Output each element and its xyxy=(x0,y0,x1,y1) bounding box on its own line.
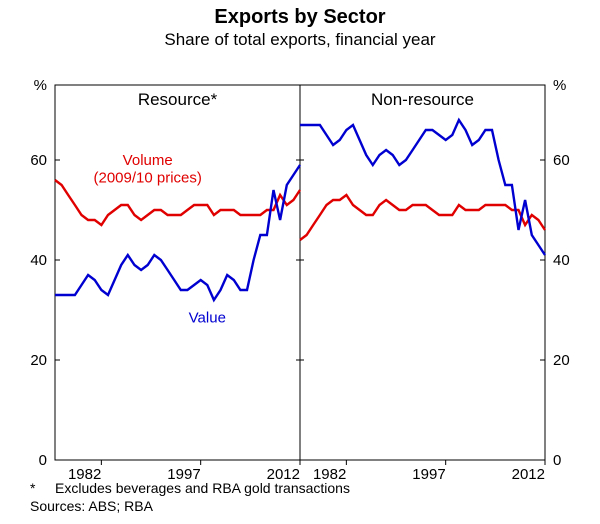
svg-text:60: 60 xyxy=(30,152,47,169)
footnote-marker: * xyxy=(30,480,55,496)
svg-text:20: 20 xyxy=(553,352,570,369)
svg-text:Non-resource: Non-resource xyxy=(371,90,474,109)
footnote-1: *Excludes beverages and RBA gold transac… xyxy=(30,480,350,496)
svg-text:20: 20 xyxy=(30,352,47,369)
svg-text:60: 60 xyxy=(553,152,570,169)
svg-text:40: 40 xyxy=(553,252,570,269)
svg-text:1997: 1997 xyxy=(412,466,445,483)
footnote-text: Excludes beverages and RBA gold transact… xyxy=(55,480,350,496)
svg-text:Resource*: Resource* xyxy=(138,90,218,109)
svg-text:2012: 2012 xyxy=(512,466,545,483)
svg-text:0: 0 xyxy=(39,452,47,469)
svg-text:Volume: Volume xyxy=(123,152,173,169)
svg-text:40: 40 xyxy=(30,252,47,269)
footnote-2: Sources: ABS; RBA xyxy=(30,498,153,514)
svg-text:%: % xyxy=(553,77,566,94)
svg-text:%: % xyxy=(34,77,47,94)
chart-plot: 00202040406060%%198219821997199720122012… xyxy=(0,0,600,524)
svg-text:(2009/10 prices): (2009/10 prices) xyxy=(93,170,201,187)
svg-text:0: 0 xyxy=(553,452,561,469)
svg-text:Value: Value xyxy=(189,310,226,327)
